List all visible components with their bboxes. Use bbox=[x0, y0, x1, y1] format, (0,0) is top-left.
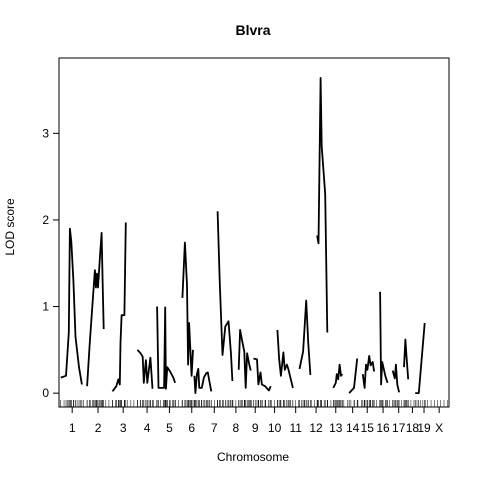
plot-frame bbox=[58, 57, 450, 408]
lod-series-line-1 bbox=[60, 227, 83, 385]
x-tick-label: 11 bbox=[289, 421, 302, 435]
x-tick-label: 3 bbox=[120, 421, 127, 435]
y-axis-label: LOD score bbox=[3, 198, 17, 256]
lod-series-line-6 bbox=[181, 241, 194, 377]
y-tick-label: 1 bbox=[42, 300, 49, 314]
x-tick-label: 18 bbox=[406, 421, 420, 435]
x-tick-label: 16 bbox=[376, 421, 390, 435]
lod-series-line-18 bbox=[391, 363, 400, 393]
y-axis: 0 1 2 3 bbox=[42, 126, 59, 400]
lod-series-line-15 bbox=[348, 358, 359, 394]
x-tick-label: 12 bbox=[309, 421, 323, 435]
x-axis-label: Chromosome bbox=[217, 450, 289, 464]
lod-series-line-10 bbox=[253, 357, 272, 392]
y-tick-label: 3 bbox=[42, 126, 49, 140]
x-tick-label: 10 bbox=[268, 421, 282, 435]
x-tick-label: 8 bbox=[233, 421, 240, 435]
x-tick-label: 7 bbox=[211, 421, 218, 435]
x-tick-label: 9 bbox=[252, 421, 259, 435]
x-tick-label: 14 bbox=[346, 421, 360, 435]
chart-title: Blvra bbox=[235, 22, 270, 38]
lod-series-line-14 bbox=[332, 363, 344, 389]
lod-series-line-17 bbox=[379, 291, 389, 386]
lod-series-line-9 bbox=[237, 328, 252, 389]
x-tick-label: 1 bbox=[69, 421, 76, 435]
marker-rug bbox=[60, 400, 448, 407]
lod-series-line-5 bbox=[156, 306, 176, 390]
x-tick-label: 5 bbox=[166, 421, 173, 435]
lod-series-line-12 bbox=[298, 299, 312, 376]
lod-series-line-16 bbox=[361, 354, 375, 389]
lod-series-line-3 bbox=[111, 222, 127, 392]
lod-series-line-4 bbox=[136, 349, 154, 389]
lod-series-line-20 bbox=[415, 322, 426, 395]
y-tick-label: 0 bbox=[42, 386, 49, 400]
lod-series-line-13 bbox=[316, 77, 329, 333]
x-tick-label: 15 bbox=[361, 421, 375, 435]
lod-series-line-11 bbox=[276, 329, 294, 389]
x-tick-label: 13 bbox=[329, 421, 343, 435]
lod-series-line-8 bbox=[216, 211, 234, 382]
x-tick-label: 17 bbox=[392, 421, 406, 435]
x-tick-label: 4 bbox=[144, 421, 151, 435]
y-tick-label: 2 bbox=[42, 213, 49, 227]
lod-series-group bbox=[60, 77, 426, 395]
x-tick-label: 19 bbox=[417, 421, 431, 435]
lod-series-line-2 bbox=[86, 231, 105, 387]
lod-series-line-7 bbox=[193, 367, 213, 395]
lod-series-line-19 bbox=[403, 338, 410, 380]
x-tick-label: 6 bbox=[188, 421, 195, 435]
x-tick-label: X bbox=[435, 421, 443, 435]
x-tick-label: 2 bbox=[95, 421, 102, 435]
